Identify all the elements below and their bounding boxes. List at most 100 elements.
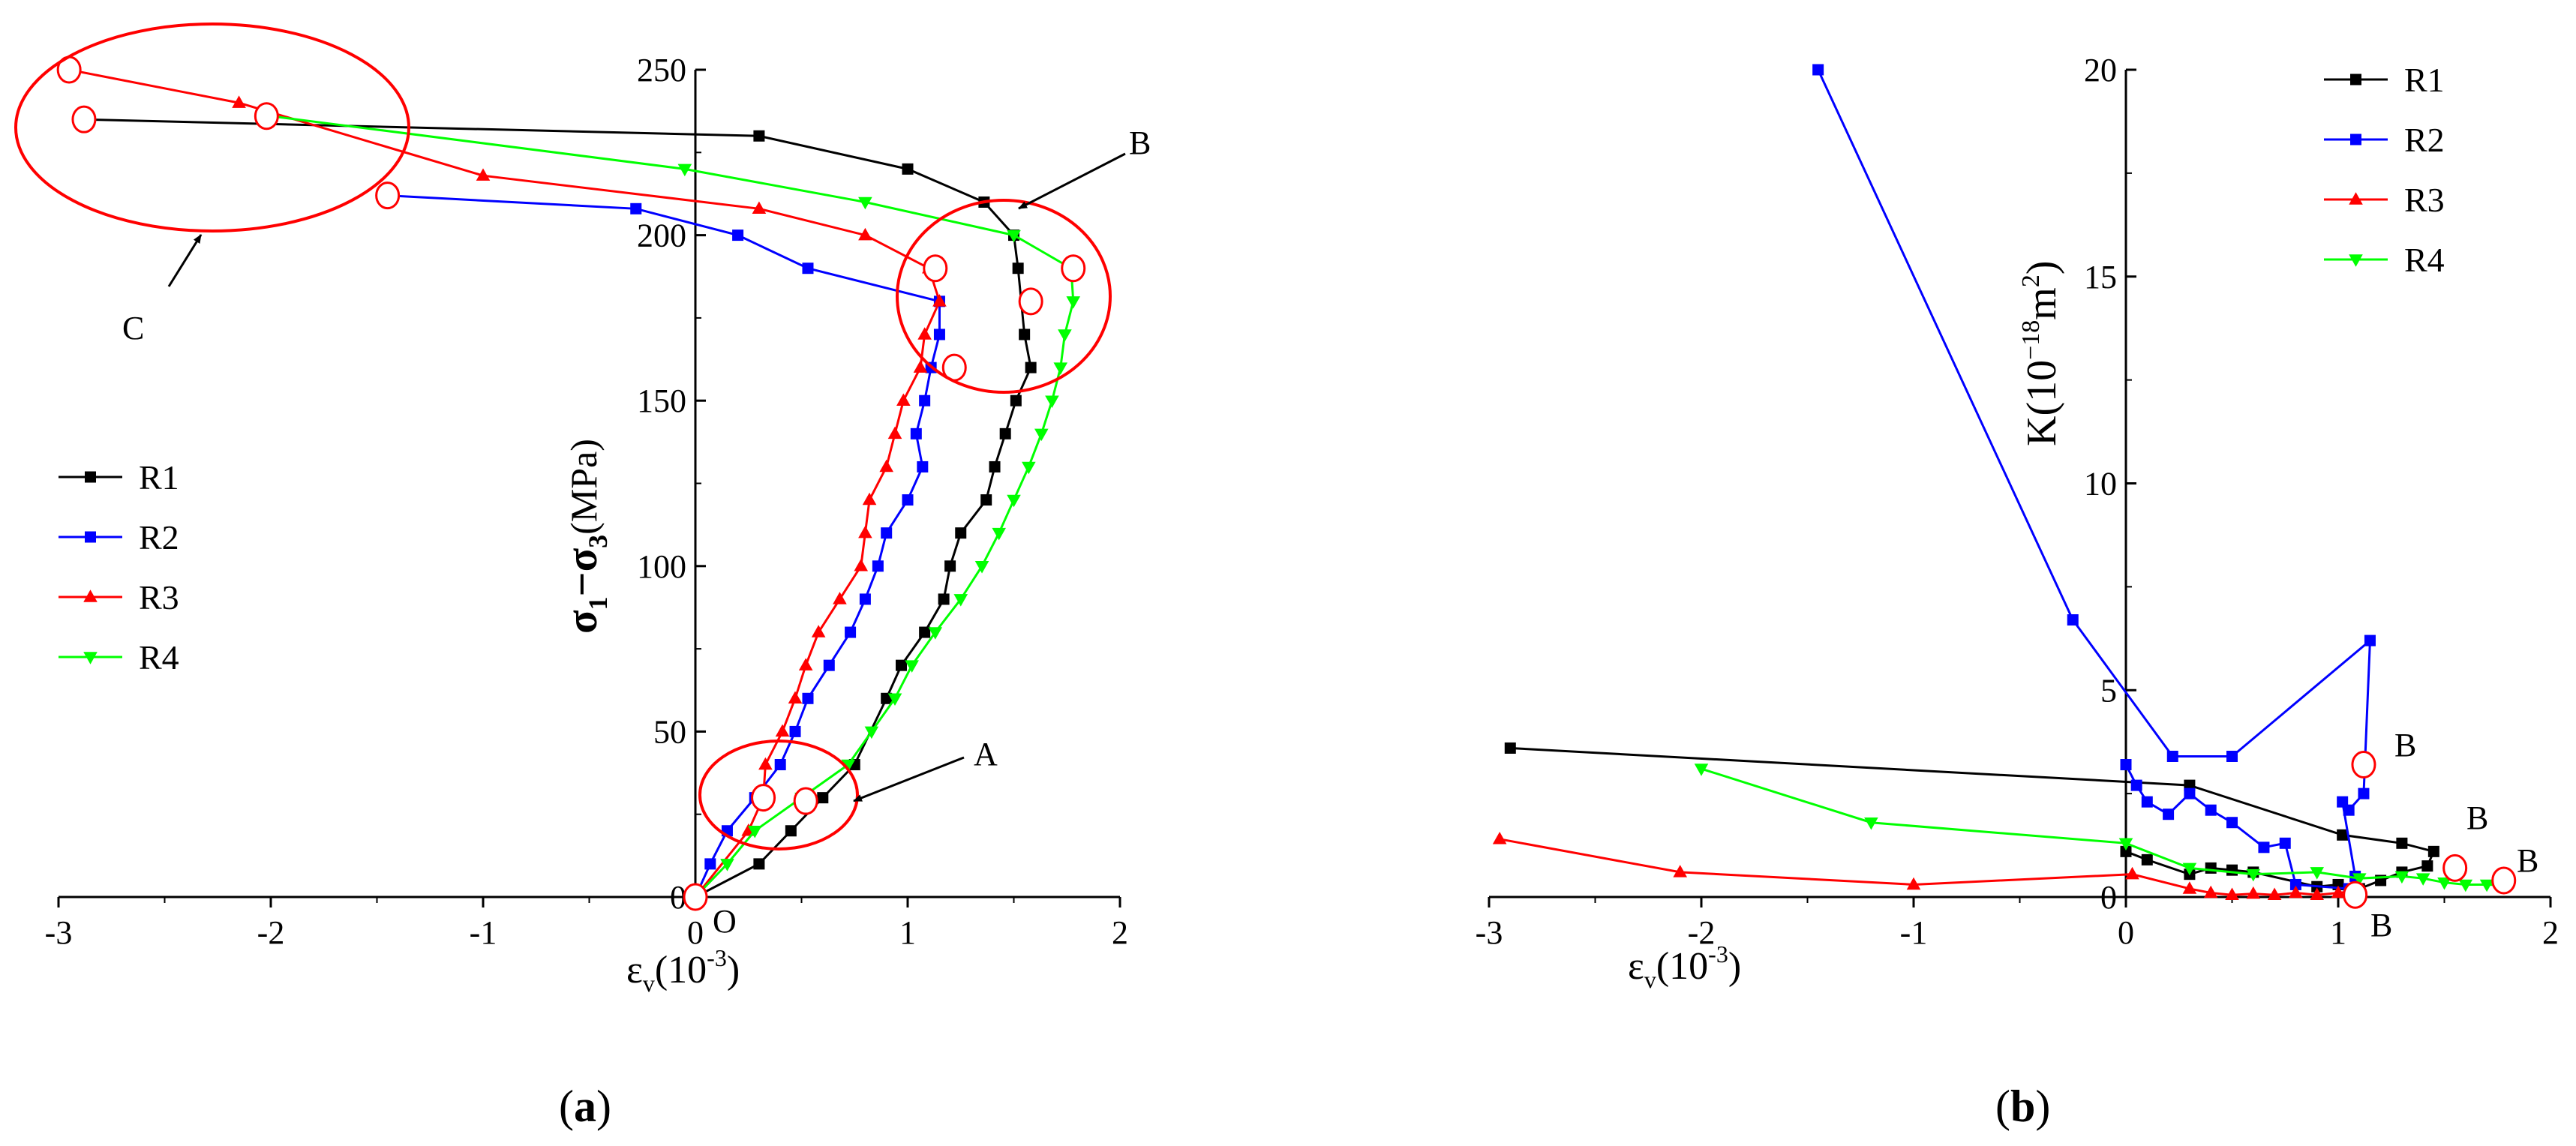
data-point	[1694, 764, 1709, 776]
data-point	[974, 561, 989, 574]
series-r3	[62, 62, 947, 902]
region-a-ellipse	[698, 740, 859, 850]
data-point	[785, 825, 797, 837]
legend-label: R3	[139, 578, 179, 616]
data-point	[774, 759, 786, 771]
data-point	[2067, 614, 2079, 626]
data-point	[944, 560, 956, 572]
x-tick-label: -2	[1688, 914, 1716, 951]
data-point	[2337, 796, 2349, 808]
legend-label: R2	[2404, 121, 2445, 159]
data-point	[938, 593, 950, 605]
series-line-r4	[270, 115, 1075, 898]
data-point	[2427, 845, 2439, 857]
data-point	[2415, 873, 2430, 886]
data-point	[980, 494, 992, 506]
chart-b-highlight-circles	[2343, 751, 2517, 909]
x-tick-label: 0	[687, 914, 704, 951]
x-tick-label: -3	[1476, 914, 1503, 951]
data-point	[2130, 779, 2142, 791]
legend-item-r2: R2	[2324, 121, 2445, 159]
y-tick-label: 150	[637, 382, 686, 419]
data-point	[1019, 328, 1031, 340]
legend-marker	[83, 590, 98, 602]
data-point	[2258, 842, 2270, 854]
annotation-a: A	[974, 736, 998, 772]
legend-label: R4	[2404, 241, 2445, 279]
y-axis-label-b: K(10−18m2)	[2017, 261, 2065, 447]
data-point	[2184, 788, 2196, 800]
annotation-b: B	[1129, 124, 1151, 161]
data-point	[955, 527, 967, 539]
data-point	[910, 428, 922, 440]
data-point	[2166, 750, 2178, 762]
y-axis-label-a: σ1−σ3(MPa)	[557, 439, 613, 634]
data-point	[1906, 877, 1921, 890]
data-point	[704, 858, 716, 870]
data-point	[2125, 866, 2139, 880]
y-tick-label: 100	[637, 548, 686, 585]
data-point	[1010, 394, 1022, 406]
data-point	[864, 726, 879, 740]
data-point	[1053, 362, 1068, 375]
data-point	[917, 327, 932, 340]
data-point	[881, 527, 893, 539]
arrow-a	[853, 756, 965, 802]
x-tick-label: -2	[257, 914, 285, 951]
legend-marker	[83, 652, 98, 664]
data-point	[2267, 887, 2282, 900]
data-point	[2479, 879, 2494, 892]
series-line-r1	[80, 118, 1032, 898]
highlight-circle-marker	[683, 883, 708, 911]
highlight-circle-marker	[2351, 751, 2376, 779]
data-point	[2163, 808, 2175, 820]
data-point	[747, 826, 762, 838]
chart-a-highlight-circles	[56, 56, 1086, 911]
highlight-circle-marker	[2491, 866, 2517, 895]
data-point	[232, 95, 246, 108]
data-point	[859, 593, 871, 605]
data-point	[989, 460, 1001, 472]
legend-marker	[2349, 254, 2363, 267]
data-point	[788, 691, 803, 704]
annotation-b-1: B	[2394, 727, 2416, 764]
data-point	[1022, 461, 1036, 475]
data-point	[2458, 879, 2473, 892]
data-point	[2421, 860, 2433, 872]
data-point	[2182, 881, 2197, 894]
data-point	[2437, 877, 2451, 890]
y-tick-label: 50	[653, 713, 686, 750]
data-point	[854, 559, 869, 572]
data-point	[732, 230, 744, 242]
data-point	[1007, 230, 1021, 243]
legend-item-r3: R3	[2324, 181, 2445, 219]
data-point	[858, 196, 872, 210]
highlight-circle-marker	[254, 102, 279, 130]
data-point	[720, 859, 734, 872]
data-point	[833, 592, 847, 604]
series-r4	[1694, 764, 2515, 893]
data-point	[2394, 871, 2409, 884]
data-point	[2225, 887, 2239, 900]
y-tick-label: 250	[637, 52, 686, 88]
data-point	[2331, 885, 2346, 898]
arrow-b	[1018, 152, 1126, 210]
highlight-circle-marker	[793, 787, 818, 815]
data-point	[823, 659, 835, 671]
data-point	[1034, 428, 1049, 442]
highlight-circle-marker	[2343, 880, 2368, 909]
data-point	[2246, 868, 2261, 882]
legend-label: R4	[139, 638, 179, 676]
data-point	[919, 626, 931, 638]
x-tick-label: 1	[2330, 914, 2346, 951]
data-point	[1673, 865, 1687, 878]
y-tick-label: 10	[2084, 466, 2117, 502]
data-point	[2352, 873, 2367, 886]
highlight-circle-marker	[923, 254, 948, 283]
data-point	[2141, 854, 2153, 866]
data-point	[630, 202, 642, 214]
data-point	[753, 858, 765, 870]
highlight-circle-marker	[1018, 287, 1043, 316]
series-r2	[382, 190, 945, 903]
